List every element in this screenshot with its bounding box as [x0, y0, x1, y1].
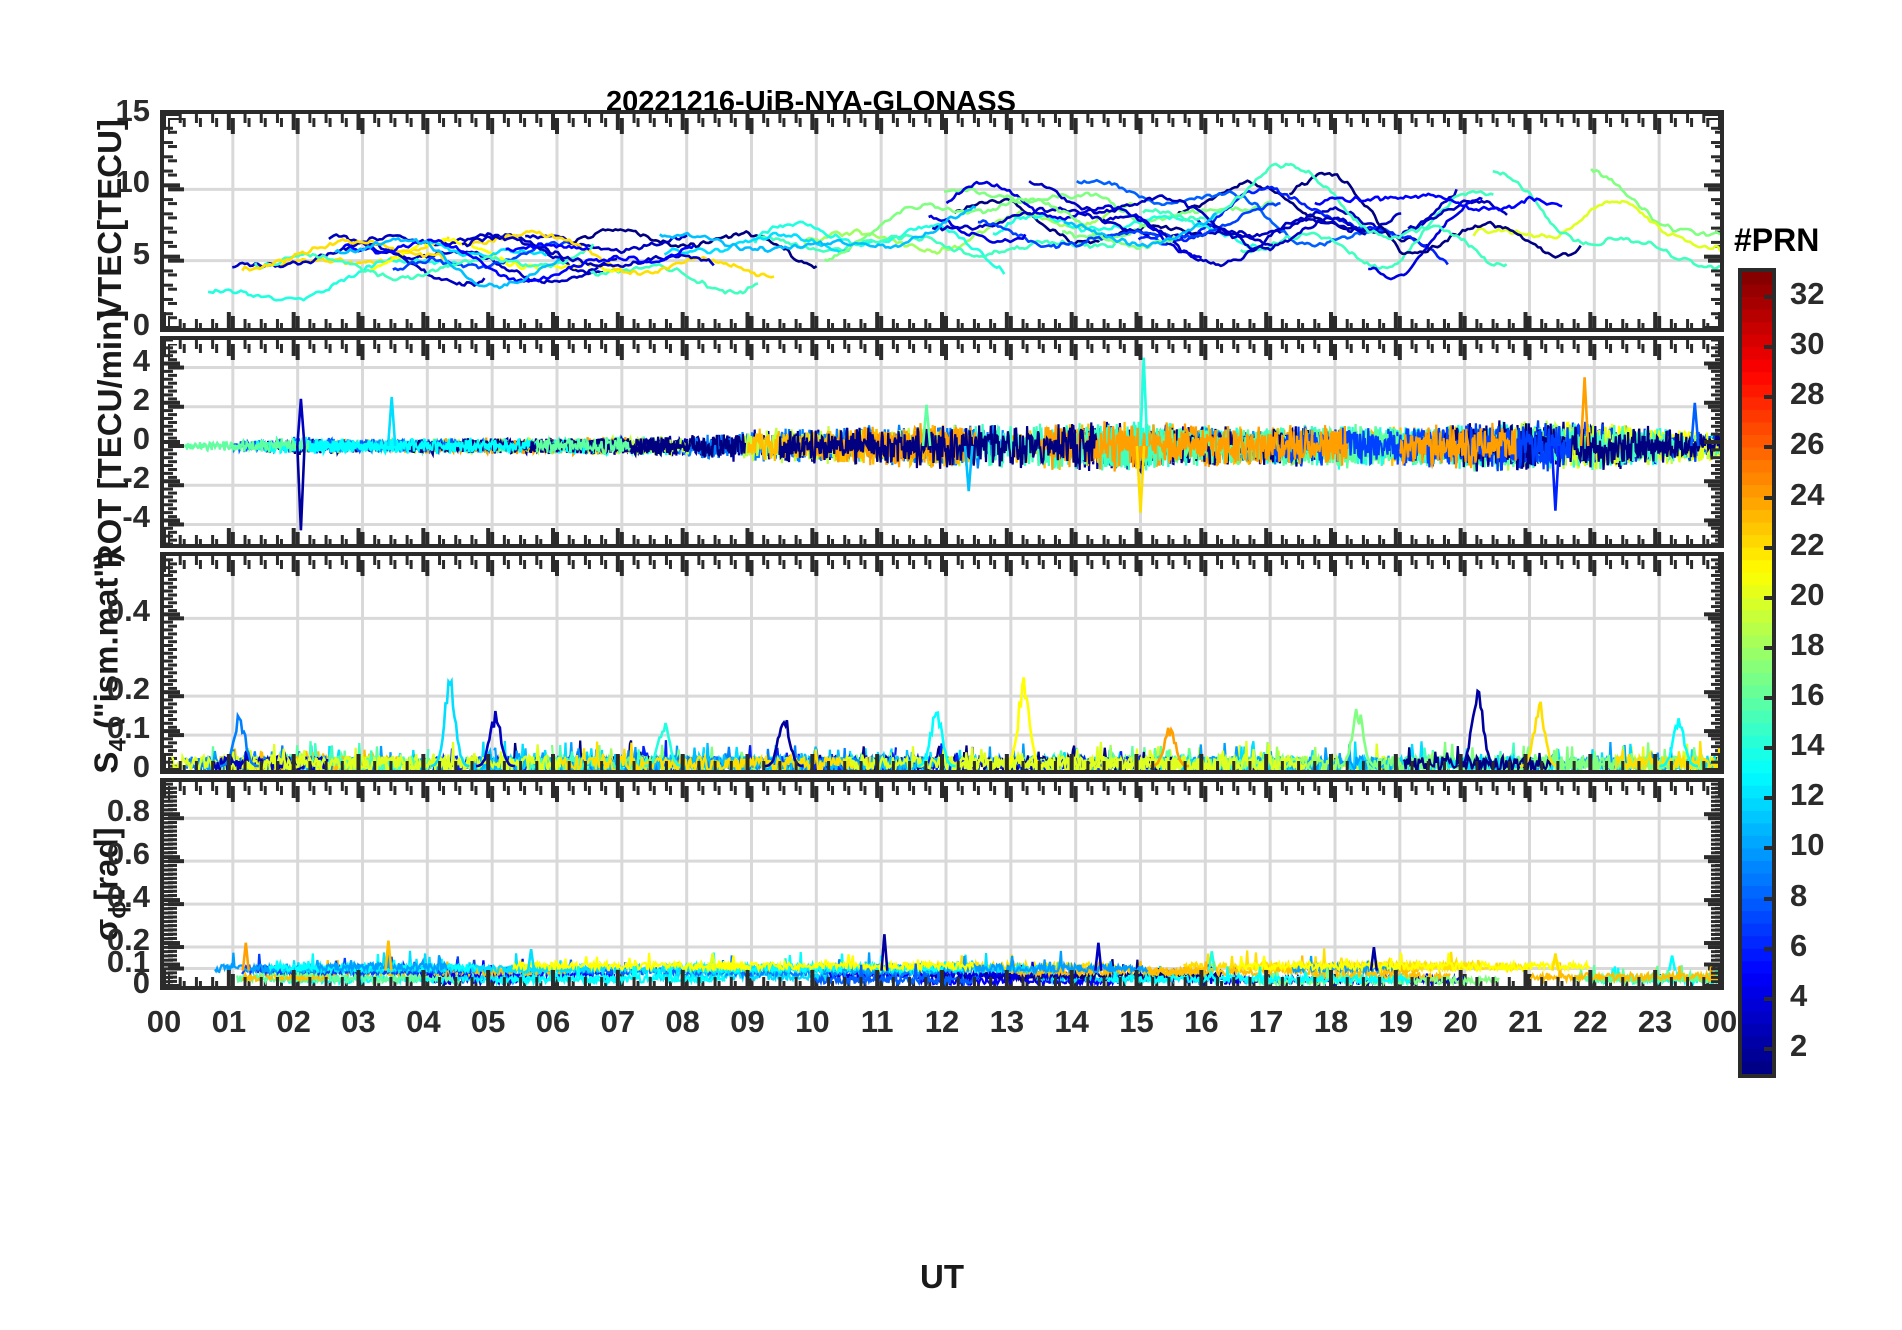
xtick-1: 01	[211, 1004, 247, 1039]
colorbar-tick-20: 20	[1790, 576, 1825, 612]
ytick-s4-0: 0	[132, 749, 150, 784]
colorbar-tick-mark-32	[1764, 295, 1776, 300]
colorbar-tick-30: 30	[1790, 326, 1825, 362]
colorbar-tick-mark-20	[1764, 595, 1776, 600]
ytick-sigma_phi-4: 0.6	[106, 836, 150, 872]
colorbar-tick-mark-4	[1764, 996, 1776, 1001]
ytick-rot-2: 0	[132, 421, 150, 456]
grid-layer-s4	[168, 560, 1720, 770]
colorbar-tick-28: 28	[1790, 376, 1825, 412]
colorbar-tick-mark-26	[1764, 445, 1776, 450]
ytick-vtec-1: 5	[132, 235, 150, 271]
colorbar-title: #PRN	[1734, 222, 1820, 258]
panel-vtec	[160, 110, 1724, 332]
colorbar-tick-22: 22	[1790, 526, 1825, 562]
xtick-5: 05	[470, 1004, 506, 1039]
xtick-14: 14	[1054, 1004, 1089, 1039]
xtick-9: 09	[730, 1004, 765, 1039]
xtick-18: 18	[1313, 1004, 1349, 1039]
ytick-s4-3: 0.4	[106, 593, 150, 629]
colorbar-tick-mark-10	[1764, 846, 1776, 851]
ytick-rot-1: -2	[122, 460, 150, 496]
colorbar-gradient	[1742, 272, 1772, 1074]
ytick-sigma_phi-5: 0.8	[106, 793, 150, 829]
colorbar-tick-mark-2	[1764, 1046, 1776, 1051]
xtick-15: 15	[1119, 1004, 1154, 1039]
ytick-vtec-2: 10	[115, 164, 150, 200]
xtick-8: 08	[665, 1004, 700, 1039]
colorbar-tick-mark-22	[1764, 545, 1776, 550]
xtick-16: 16	[1184, 1004, 1219, 1039]
xtick-11: 11	[860, 1004, 894, 1039]
colorbar-tick-6: 6	[1790, 927, 1808, 963]
xtick-21: 21	[1508, 1004, 1543, 1039]
ytick-rot-4: 4	[132, 342, 150, 378]
colorbar-tick-10: 10	[1790, 827, 1825, 863]
colorbar-tick-mark-18	[1764, 645, 1776, 650]
data-layer-vtec	[207, 162, 1720, 302]
colorbar-tick-mark-14	[1764, 746, 1776, 751]
ytick-s4-1: 0.1	[106, 710, 150, 746]
data-layer-rot	[184, 357, 1720, 531]
colorbar-tick-mark-8	[1764, 896, 1776, 901]
ytick-sigma_phi-3: 0.4	[106, 879, 150, 915]
colorbar-tick-16: 16	[1790, 677, 1825, 713]
xtick-0: 00	[146, 1004, 182, 1039]
ytick-vtec-3: 15	[115, 93, 150, 128]
ytick-rot-0: -4	[122, 499, 150, 535]
panel-sigma-phi	[160, 778, 1724, 990]
colorbar-tick-8: 8	[1790, 877, 1808, 913]
colorbar-tick-mark-6	[1764, 946, 1776, 951]
colorbar-tick-mark-24	[1764, 495, 1776, 500]
ytick-sigma_phi-0: 0	[132, 965, 150, 1000]
colorbar-tick-18: 18	[1790, 626, 1825, 662]
data-layer-sigma_phi	[213, 934, 1720, 986]
xtick-7: 07	[600, 1004, 636, 1039]
ytick-s4-2: 0.2	[106, 671, 150, 707]
xtick-19: 19	[1378, 1004, 1414, 1039]
colorbar-tick-12: 12	[1790, 777, 1825, 813]
colorbar-tick-mark-28	[1764, 395, 1776, 400]
ytick-rot-3: 2	[132, 381, 150, 417]
xtick-10: 10	[795, 1004, 830, 1039]
panel-rot	[160, 336, 1724, 548]
xtick-6: 06	[535, 1004, 571, 1039]
colorbar-tick-24: 24	[1790, 476, 1825, 512]
xtick-12: 12	[924, 1004, 960, 1039]
colorbar-tick-4: 4	[1790, 977, 1808, 1013]
xtick-20: 20	[1443, 1004, 1478, 1039]
xtick-24: 00	[1702, 1004, 1738, 1039]
colorbar-tick-26: 26	[1790, 426, 1825, 462]
xtick-3: 03	[341, 1004, 376, 1039]
colorbar-tick-mark-16	[1764, 696, 1776, 701]
ytick-vtec-0: 0	[132, 307, 150, 342]
xtick-13: 13	[989, 1004, 1025, 1039]
xlabel: UT	[920, 1258, 964, 1295]
xtick-23: 23	[1637, 1004, 1673, 1039]
ytick-sigma_phi-1: 0.1	[106, 943, 150, 979]
data-layer-s4	[170, 676, 1720, 770]
xtick-4: 04	[406, 1004, 441, 1039]
colorbar-tick-mark-12	[1764, 796, 1776, 801]
colorbar-tick-14: 14	[1790, 727, 1825, 763]
panel-s4	[160, 552, 1724, 774]
xtick-17: 17	[1248, 1004, 1284, 1039]
colorbar-tick-mark-30	[1764, 345, 1776, 350]
xtick-2: 02	[276, 1004, 311, 1039]
colorbar[interactable]	[1738, 268, 1776, 1078]
colorbar-tick-32: 32	[1790, 276, 1825, 312]
colorbar-tick-2: 2	[1790, 1027, 1808, 1063]
ytick-sigma_phi-2: 0.2	[106, 922, 150, 958]
xtick-22: 22	[1573, 1004, 1608, 1039]
